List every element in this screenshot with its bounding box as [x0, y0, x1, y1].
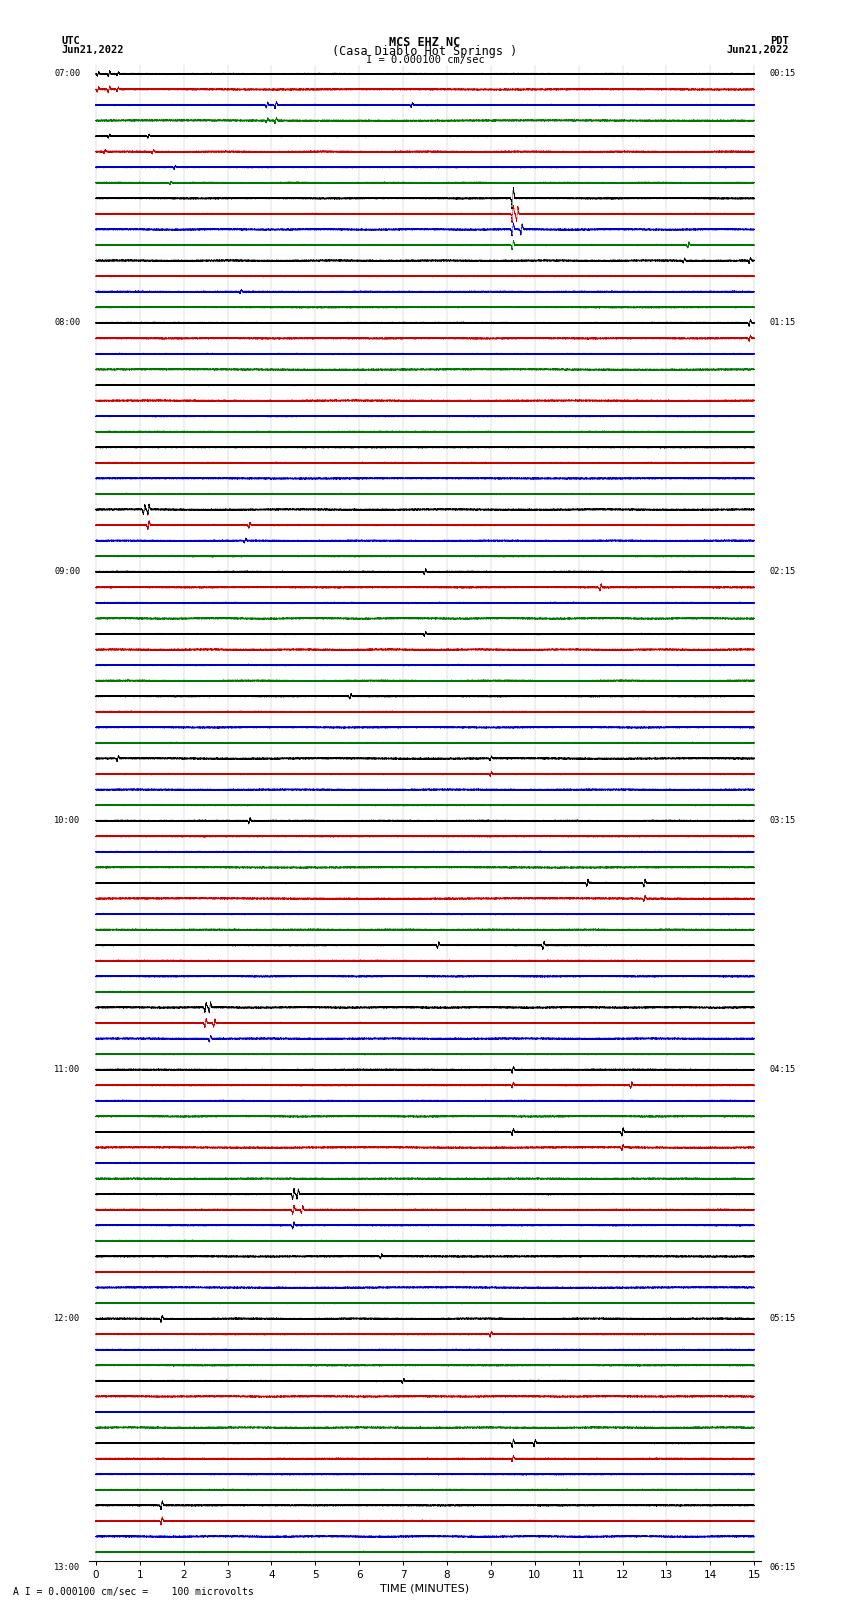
- Text: 12:00: 12:00: [54, 1315, 81, 1323]
- Text: 08:00: 08:00: [54, 318, 81, 327]
- Text: UTC: UTC: [61, 37, 80, 47]
- Text: I = 0.000100 cm/sec: I = 0.000100 cm/sec: [366, 55, 484, 65]
- Text: 10:00: 10:00: [54, 816, 81, 826]
- Text: (Casa Diablo Hot Springs ): (Casa Diablo Hot Springs ): [332, 45, 518, 58]
- Text: 13:00: 13:00: [54, 1563, 81, 1573]
- Text: 04:15: 04:15: [769, 1065, 796, 1074]
- Text: 01:15: 01:15: [769, 318, 796, 327]
- Text: 00:15: 00:15: [769, 69, 796, 79]
- Text: Jun21,2022: Jun21,2022: [726, 45, 789, 55]
- Text: PDT: PDT: [770, 37, 789, 47]
- Text: 11:00: 11:00: [54, 1065, 81, 1074]
- Text: Jun21,2022: Jun21,2022: [61, 45, 124, 55]
- Text: 05:15: 05:15: [769, 1315, 796, 1323]
- Text: A I = 0.000100 cm/sec =    100 microvolts: A I = 0.000100 cm/sec = 100 microvolts: [13, 1587, 253, 1597]
- Text: 07:00: 07:00: [54, 69, 81, 79]
- Text: 09:00: 09:00: [54, 568, 81, 576]
- Text: 02:15: 02:15: [769, 568, 796, 576]
- Text: 03:15: 03:15: [769, 816, 796, 826]
- Text: 06:15: 06:15: [769, 1563, 796, 1573]
- X-axis label: TIME (MINUTES): TIME (MINUTES): [381, 1584, 469, 1594]
- Text: MCS EHZ NC: MCS EHZ NC: [389, 37, 461, 50]
